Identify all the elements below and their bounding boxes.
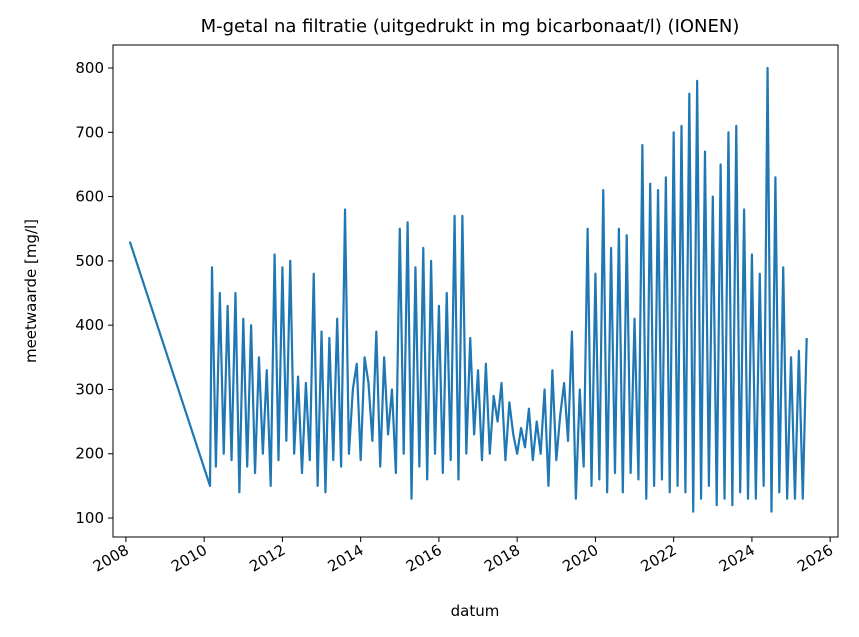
y-tick-label: 200 <box>75 445 104 463</box>
y-tick-label: 300 <box>75 380 104 398</box>
y-tick-label: 700 <box>75 123 104 141</box>
y-tick-label: 400 <box>75 316 104 334</box>
x-axis-label: datum <box>451 602 500 620</box>
y-tick-label: 500 <box>75 252 104 270</box>
data-line <box>128 66 808 513</box>
x-tick-label: 2022 <box>638 541 680 576</box>
plot-frame <box>112 44 839 538</box>
x-tick-label: 2014 <box>325 541 367 576</box>
x-tick-label: 2016 <box>403 541 445 576</box>
x-tick-label: 2010 <box>168 541 210 576</box>
y-tick-label: 800 <box>75 59 104 77</box>
x-tick-label: 2018 <box>481 541 523 576</box>
y-tick-label: 600 <box>75 188 104 206</box>
y-tick-label: 100 <box>75 509 104 527</box>
x-tick-label: 2026 <box>794 541 836 576</box>
y-axis-label: meetwaarde [mg/l] <box>22 219 40 363</box>
x-tick-label: 2012 <box>246 541 288 576</box>
x-tick-label: 2020 <box>559 541 601 576</box>
chart-title: M-getal na filtratie (uitgedrukt in mg b… <box>201 16 740 37</box>
x-tick-label: 2008 <box>90 541 132 576</box>
x-tick-label: 2024 <box>716 541 758 576</box>
